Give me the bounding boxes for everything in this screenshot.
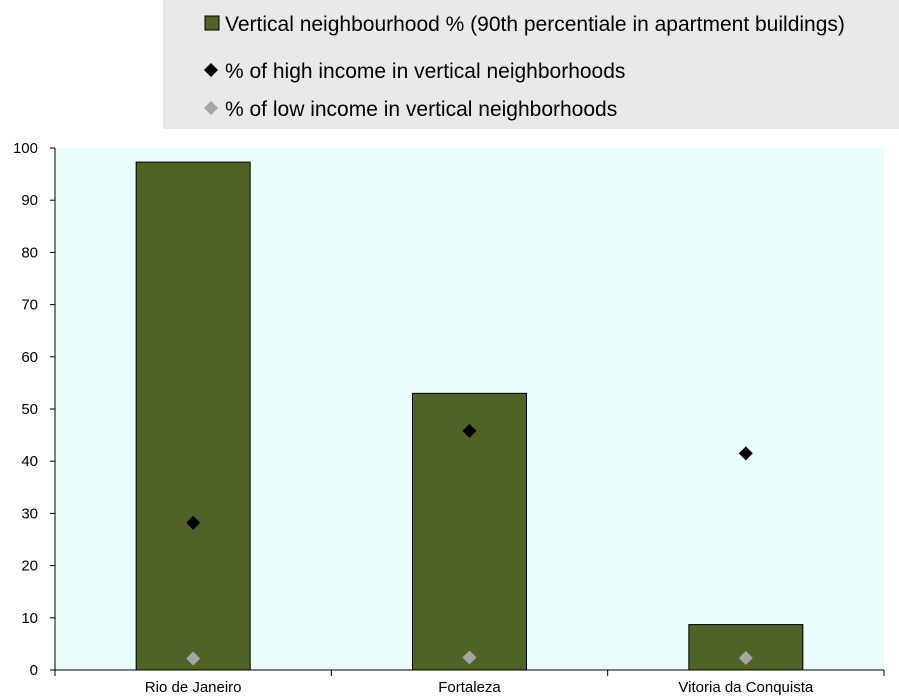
y-tick-label: 80 [21,244,38,261]
x-tick-label: Rio de Janeiro [145,679,242,696]
bar-fortaleza [412,392,527,671]
x-tick-labels: Rio de Janeiro Fortaleza Vitoria da Conqui… [145,679,814,696]
high-income-marker-vitoria-da-conquista [738,446,753,461]
low-income-marker-vitoria-da-conquista [738,650,753,665]
legend-label-vertical-neighbourhood: Vertical neighbourhood % (90th percentia… [225,13,845,36]
y-tick-label: 60 [21,349,38,366]
x-tick-label: Fortaleza [438,679,501,696]
high-income-marker-fortaleza [462,423,477,438]
y-tick-label: 0 [30,662,38,679]
bar-rio-de-janeiro [135,161,251,671]
y-tick-label: 30 [21,505,38,522]
low-income-marker-fortaleza [462,650,477,665]
y-tick-label: 20 [21,558,38,575]
y-tick-label: 90 [21,192,38,209]
legend-bar-swatch [204,15,220,31]
legend-high-income-marker [204,63,218,77]
axes [50,147,885,676]
high-income-markers [186,423,753,530]
y-tick-label: 10 [21,610,38,627]
y-tick-label: 100 [13,140,38,157]
bar-series [135,161,804,671]
high-income-marker-rio-de-janeiro [186,515,201,530]
legend-label-high-income: % of high income in vertical neighborhoo… [225,60,625,83]
low-income-markers [186,650,753,666]
y-tick-label: 70 [21,297,38,314]
low-income-marker-rio-de-janeiro [186,651,201,666]
legend-label-low-income: % of low income in vertical neighborhood… [225,98,617,121]
legend-low-income-marker [204,101,218,115]
legend: Vertical neighbourhood % (90th percentia… [163,0,899,129]
x-tick-label: Vitoria da Conquista [678,679,813,696]
y-tick-label: 50 [21,401,38,418]
legend-background [163,0,899,129]
y-tick-label: 40 [21,453,38,470]
y-tick-labels: 0 10 20 30 40 50 60 70 80 90 100 [13,140,38,679]
